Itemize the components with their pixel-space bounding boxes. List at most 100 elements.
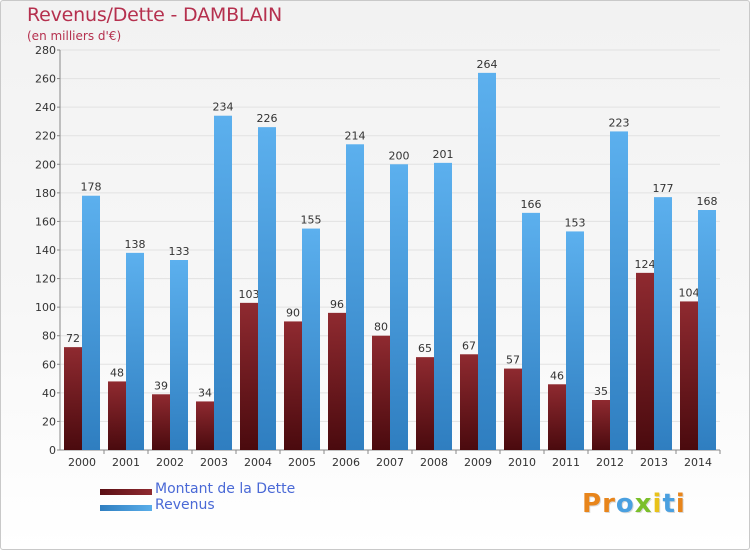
legend-label-dette: Montant de la Dette: [155, 481, 296, 497]
bar-dette: [64, 347, 82, 450]
data-label: 39: [154, 379, 168, 392]
x-tick-label: 2011: [552, 456, 580, 469]
x-tick-label: 2002: [156, 456, 184, 469]
x-tick-label: 2001: [112, 456, 140, 469]
data-label: 57: [506, 354, 520, 367]
logo-letter: i: [652, 489, 663, 519]
y-tick-label: 0: [49, 444, 56, 457]
bar-dette: [548, 384, 566, 450]
data-label: 48: [110, 366, 124, 379]
bar-revenus: [390, 164, 408, 451]
x-tick-label: 2010: [508, 456, 536, 469]
data-label: 214: [345, 129, 366, 142]
data-label: 80: [374, 321, 388, 334]
data-label: 35: [594, 385, 608, 398]
data-label: 201: [433, 148, 454, 161]
y-tick-label: 240: [35, 101, 56, 114]
data-label: 177: [653, 182, 674, 195]
data-label: 223: [609, 116, 630, 129]
bar-revenus: [258, 127, 276, 451]
data-label: 103: [239, 288, 260, 301]
data-label: 264: [477, 58, 498, 71]
x-tick-label: 2000: [68, 456, 96, 469]
x-tick-label: 2006: [332, 456, 360, 469]
y-tick-label: 40: [42, 387, 56, 400]
x-tick-label: 2005: [288, 456, 316, 469]
data-label: 168: [697, 195, 718, 208]
bar-revenus: [302, 228, 320, 450]
y-tick-label: 280: [35, 44, 56, 57]
chart-subtitle: (en milliers d'€): [27, 29, 122, 43]
y-tick-label: 100: [35, 301, 56, 314]
bar-revenus: [610, 131, 628, 450]
legend-swatch-dette: [100, 489, 152, 495]
x-tick-label: 2012: [596, 456, 624, 469]
legend-swatch-revenus: [100, 505, 152, 511]
bar-dette: [592, 400, 610, 450]
x-tick-label: 2014: [684, 456, 712, 469]
bar-revenus: [478, 72, 496, 450]
bar-dette: [416, 357, 434, 450]
data-label: 153: [565, 216, 586, 229]
bar-dette: [284, 321, 302, 450]
y-tick-label: 120: [35, 273, 56, 286]
data-label: 178: [81, 181, 102, 194]
bar-revenus: [654, 197, 672, 450]
bar-revenus: [170, 260, 188, 450]
bar-revenus: [214, 115, 232, 450]
y-tick-label: 180: [35, 187, 56, 200]
bar-dette: [196, 401, 214, 450]
bar-dette: [504, 368, 522, 450]
logo-letter: o: [615, 489, 635, 519]
y-tick-label: 220: [35, 130, 56, 143]
y-tick-label: 160: [35, 215, 56, 228]
bar-revenus: [346, 144, 364, 451]
bar-revenus: [698, 210, 716, 450]
data-label: 133: [169, 245, 190, 258]
x-tick-label: 2004: [244, 456, 272, 469]
logo-letter: x: [634, 489, 653, 519]
data-label: 124: [635, 258, 656, 271]
bar-revenus: [566, 231, 584, 450]
data-label: 226: [257, 112, 278, 125]
logo-letter: i: [675, 489, 686, 519]
bar-revenus: [522, 212, 540, 450]
x-tick-label: 2013: [640, 456, 668, 469]
logo-letter: r: [602, 489, 616, 519]
y-tick-label: 140: [35, 244, 56, 257]
data-label: 67: [462, 339, 476, 352]
chart-title: Revenus/Dette - DAMBLAIN: [27, 4, 282, 26]
data-label: 200: [389, 149, 410, 162]
bar-dette: [328, 312, 346, 450]
bar-dette: [152, 394, 170, 450]
data-label: 96: [330, 298, 344, 311]
data-label: 46: [550, 369, 564, 382]
x-tick-label: 2008: [420, 456, 448, 469]
y-tick-label: 260: [35, 73, 56, 86]
y-tick-label: 20: [42, 415, 56, 428]
x-tick-label: 2009: [464, 456, 492, 469]
data-label: 155: [301, 214, 322, 227]
bar-dette: [240, 302, 258, 450]
bar-dette: [460, 354, 478, 450]
bar-revenus: [126, 252, 144, 450]
data-label: 90: [286, 306, 300, 319]
y-tick-label: 80: [42, 330, 56, 343]
legend-label-revenus: Revenus: [155, 497, 215, 513]
x-tick-label: 2007: [376, 456, 404, 469]
data-label: 166: [521, 198, 542, 211]
bar-dette: [636, 272, 654, 450]
bar-dette: [372, 335, 390, 450]
bar-revenus: [82, 195, 100, 450]
logo-letter: P: [582, 489, 603, 519]
bar-dette: [108, 381, 126, 450]
data-label: 138: [125, 238, 146, 251]
logo-letter: t: [662, 489, 676, 519]
y-tick-label: 60: [42, 358, 56, 371]
y-tick-label: 200: [35, 158, 56, 171]
bar-revenus: [434, 162, 452, 450]
x-tick-label: 2003: [200, 456, 228, 469]
bar-dette: [680, 301, 698, 450]
data-label: 234: [213, 101, 234, 114]
